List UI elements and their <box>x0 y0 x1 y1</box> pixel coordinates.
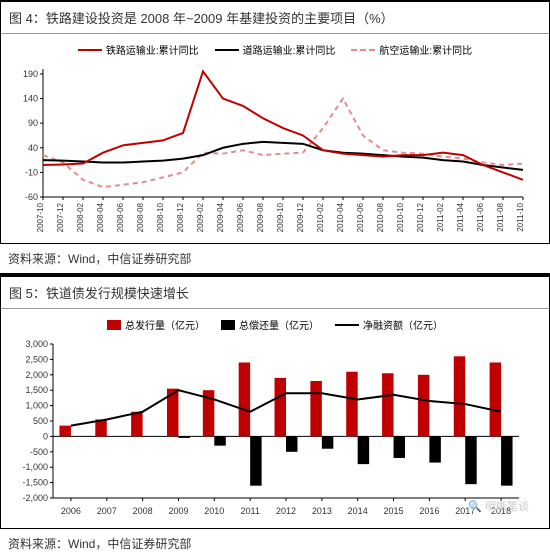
chart4-source: 资料来源：Wind，中信证券研究部 <box>0 248 550 273</box>
svg-text:1,500: 1,500 <box>25 385 48 395</box>
svg-text:2010-10: 2010-10 <box>396 202 405 232</box>
svg-text:2011-04: 2011-04 <box>456 202 465 231</box>
legend-issuance: 总发行量（亿元） <box>107 317 205 332</box>
svg-text:0: 0 <box>43 431 48 441</box>
svg-text:2008-02: 2008-02 <box>76 202 85 232</box>
svg-text:40: 40 <box>28 143 38 153</box>
svg-text:2018: 2018 <box>491 506 511 516</box>
svg-text:2009: 2009 <box>168 506 188 516</box>
svg-text:90: 90 <box>28 118 38 128</box>
svg-text:2009-12: 2009-12 <box>296 202 305 232</box>
legend-swatch-road <box>215 49 239 51</box>
svg-text:2008-10: 2008-10 <box>156 202 165 232</box>
chart5-area: 总发行量（亿元） 总偿还量（亿元） 净融资额（亿元） -2,000-1,500-… <box>1 309 549 528</box>
svg-text:-500: -500 <box>30 447 48 457</box>
chart4-panel: 图 4：铁路建设投资是 2008 年~2009 年基建投资的主要项目（%） 铁路… <box>0 0 550 244</box>
chart4-svg: -60 -10 40 90 140 190 2007-10 2007-12 2008-02 200… <box>9 65 529 235</box>
legend-air-label: 航空运输业:累计同比 <box>379 42 472 57</box>
svg-text:2013: 2013 <box>312 506 332 516</box>
svg-text:2010-08: 2010-08 <box>376 202 385 232</box>
svg-text:2016: 2016 <box>419 506 439 516</box>
svg-text:2009-02: 2009-02 <box>196 202 205 232</box>
svg-text:2011-02: 2011-02 <box>436 202 445 231</box>
legend-bar-issuance <box>107 320 121 330</box>
svg-text:2014: 2014 <box>348 506 368 516</box>
legend-repayment: 总偿还量（亿元） <box>221 317 319 332</box>
svg-text:2015: 2015 <box>384 506 404 516</box>
legend-issuance-label: 总发行量（亿元） <box>125 317 205 332</box>
svg-text:2010-06: 2010-06 <box>356 202 365 232</box>
svg-text:2011: 2011 <box>240 506 259 516</box>
svg-text:2007-12: 2007-12 <box>56 202 65 232</box>
svg-text:2010-12: 2010-12 <box>416 202 425 232</box>
svg-text:2007-10: 2007-10 <box>36 202 45 232</box>
legend-rail: 铁路运输业:累计同比 <box>78 42 199 57</box>
svg-text:2008-06: 2008-06 <box>116 202 125 232</box>
svg-text:-60: -60 <box>25 192 38 202</box>
svg-text:2,000: 2,000 <box>25 370 48 380</box>
svg-text:2010: 2010 <box>204 506 224 516</box>
svg-text:2017: 2017 <box>455 506 475 516</box>
chart5-svg: -2,000 -1,500 -1,000 -500 0 500 1,000 1,500 2,00… <box>9 340 529 520</box>
svg-text:500: 500 <box>33 416 48 426</box>
chart5-legend: 总发行量（亿元） 总偿还量（亿元） 净融资额（亿元） <box>9 313 541 340</box>
svg-text:140: 140 <box>23 94 38 104</box>
legend-air: 航空运输业:累计同比 <box>351 42 472 57</box>
svg-text:-2,000: -2,000 <box>22 493 48 503</box>
legend-swatch-air <box>351 49 375 51</box>
chart5-source: 资料来源：Wind，中信证券研究部 <box>0 533 550 558</box>
svg-text:2007: 2007 <box>97 506 117 516</box>
svg-text:1,000: 1,000 <box>25 401 48 411</box>
legend-road-label: 道路运输业:累计同比 <box>243 42 336 57</box>
legend-line-net <box>335 324 359 326</box>
svg-text:2010-04: 2010-04 <box>336 202 345 232</box>
legend-bar-repayment <box>221 320 235 330</box>
svg-text:2011-06: 2011-06 <box>476 202 485 231</box>
svg-text:2009-08: 2009-08 <box>256 202 265 232</box>
svg-text:190: 190 <box>23 69 38 79</box>
chart4-area: 铁路运输业:累计同比 道路运输业:累计同比 航空运输业:累计同比 -60 -10 4… <box>1 34 549 243</box>
svg-text:2,500: 2,500 <box>25 354 48 364</box>
svg-text:2008-08: 2008-08 <box>136 202 145 232</box>
chart4-title: 图 4：铁路建设投资是 2008 年~2009 年基建投资的主要项目（%） <box>1 2 549 34</box>
legend-road: 道路运输业:累计同比 <box>215 42 336 57</box>
legend-swatch-rail <box>78 49 102 51</box>
chart4-legend: 铁路运输业:累计同比 道路运输业:累计同比 航空运输业:累计同比 <box>9 38 541 65</box>
svg-text:2009-10: 2009-10 <box>276 202 285 232</box>
svg-text:3,000: 3,000 <box>25 340 48 349</box>
chart5-title: 图 5：铁道债发行规模快速增长 <box>1 277 549 309</box>
svg-text:-1,500: -1,500 <box>22 478 48 488</box>
svg-text:2008: 2008 <box>133 506 153 516</box>
chart5-panel: 图 5：铁道债发行规模快速增长 总发行量（亿元） 总偿还量（亿元） 净融资额（亿… <box>0 275 550 529</box>
legend-repayment-label: 总偿还量（亿元） <box>239 317 319 332</box>
svg-text:2006: 2006 <box>61 506 81 516</box>
svg-text:2012: 2012 <box>276 506 296 516</box>
legend-rail-label: 铁路运输业:累计同比 <box>106 42 199 57</box>
svg-text:2011-08: 2011-08 <box>496 202 505 231</box>
svg-text:2011-10: 2011-10 <box>516 202 525 231</box>
svg-text:-10: -10 <box>25 167 38 177</box>
svg-text:-1,000: -1,000 <box>22 462 48 472</box>
svg-text:2009-06: 2009-06 <box>236 202 245 232</box>
svg-text:2008-12: 2008-12 <box>176 202 185 232</box>
legend-net: 净融资额（亿元） <box>335 317 443 332</box>
legend-net-label: 净融资额（亿元） <box>363 317 443 332</box>
svg-text:2009-04: 2009-04 <box>216 202 225 232</box>
svg-text:2010-02: 2010-02 <box>316 202 325 232</box>
svg-text:2008-04: 2008-04 <box>96 202 105 232</box>
